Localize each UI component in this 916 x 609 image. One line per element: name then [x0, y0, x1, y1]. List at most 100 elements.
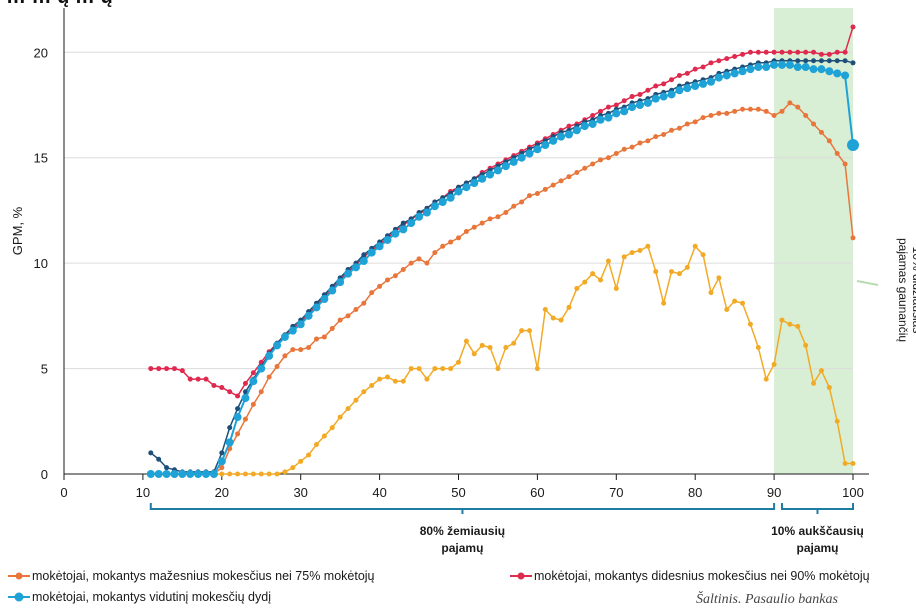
data-point	[850, 235, 856, 241]
data-point	[834, 150, 840, 156]
data-point	[353, 307, 359, 313]
data-point	[534, 366, 540, 372]
data-point	[534, 191, 540, 197]
data-point	[258, 471, 264, 477]
data-point	[258, 389, 264, 395]
data-point	[463, 229, 469, 235]
data-point	[462, 183, 471, 192]
data-point	[645, 138, 651, 144]
x-tick-label: 10	[136, 485, 150, 500]
data-point	[233, 413, 242, 422]
data-point	[629, 250, 635, 256]
data-point	[669, 269, 675, 275]
series-line	[150, 26, 854, 397]
data-point	[487, 216, 493, 222]
data-point	[684, 121, 690, 127]
data-point	[732, 298, 738, 304]
data-point	[811, 58, 817, 64]
data-point	[787, 321, 793, 327]
data-point	[566, 174, 572, 180]
x-tick-label: 0	[60, 485, 67, 500]
data-point	[621, 146, 627, 152]
data-point	[511, 340, 517, 346]
data-point	[257, 364, 266, 373]
data-point	[533, 145, 542, 154]
data-point	[770, 60, 779, 69]
x-tick-label: 30	[293, 485, 307, 500]
data-point	[716, 275, 722, 281]
data-point	[250, 401, 256, 407]
data-point	[803, 342, 809, 348]
data-point	[471, 351, 477, 357]
data-point	[629, 144, 635, 150]
data-point	[777, 60, 786, 69]
data-point	[550, 182, 556, 188]
data-point	[440, 366, 446, 372]
data-point	[850, 60, 856, 66]
data-point	[209, 470, 218, 478]
series-line	[150, 63, 854, 475]
data-point	[692, 119, 698, 125]
data-point	[613, 102, 619, 108]
data-point	[203, 376, 209, 382]
y-tick-label: 0	[41, 467, 48, 482]
data-point	[456, 359, 461, 365]
data-point	[470, 179, 479, 188]
data-point	[683, 84, 692, 93]
legend-swatch-above-90	[510, 572, 532, 580]
data-point	[194, 470, 203, 478]
data-point	[438, 197, 447, 206]
data-point	[415, 212, 424, 221]
data-point	[392, 273, 398, 279]
data-point	[156, 366, 162, 372]
data-point	[265, 351, 274, 360]
data-point	[740, 106, 746, 112]
data-point	[692, 243, 698, 249]
data-point	[517, 153, 526, 162]
data-point	[795, 104, 801, 110]
data-point	[549, 136, 558, 145]
data-point	[635, 100, 644, 109]
legend-label-average: mokėtojai, mokantys vidutinį mokesčių dy…	[32, 590, 271, 604]
data-point	[621, 254, 627, 260]
data-point	[763, 49, 769, 55]
data-point	[598, 277, 604, 283]
data-point	[590, 271, 596, 277]
data-point	[833, 69, 842, 78]
data-point	[162, 470, 171, 478]
data-point	[344, 269, 353, 278]
data-point	[747, 49, 753, 55]
data-point	[471, 224, 477, 230]
data-point	[487, 344, 493, 350]
data-point	[493, 166, 502, 175]
data-point	[598, 108, 604, 114]
data-point	[495, 366, 501, 372]
data-point	[164, 366, 170, 372]
data-point	[637, 247, 643, 253]
data-point	[375, 242, 384, 251]
data-point	[361, 252, 367, 258]
y-tick-label: 10	[34, 256, 48, 271]
data-point	[661, 81, 667, 87]
data-point	[306, 344, 312, 350]
data-point	[298, 458, 304, 464]
data-point	[700, 252, 706, 258]
legend-swatch-average	[8, 592, 30, 602]
data-point	[558, 317, 564, 323]
x-tick-label: 100	[842, 485, 864, 500]
data-point	[755, 49, 761, 55]
legend-dot	[517, 572, 525, 580]
data-point	[367, 248, 376, 257]
data-point	[361, 389, 367, 395]
series-line	[150, 59, 854, 473]
data-point	[582, 165, 588, 171]
data-point	[628, 103, 637, 112]
data-point	[793, 63, 802, 72]
data-point	[170, 470, 179, 478]
data-point	[519, 328, 525, 334]
data-point	[235, 431, 241, 437]
data-point	[661, 132, 667, 138]
data-point	[779, 49, 785, 55]
data-point	[313, 441, 319, 447]
data-point	[754, 63, 763, 72]
